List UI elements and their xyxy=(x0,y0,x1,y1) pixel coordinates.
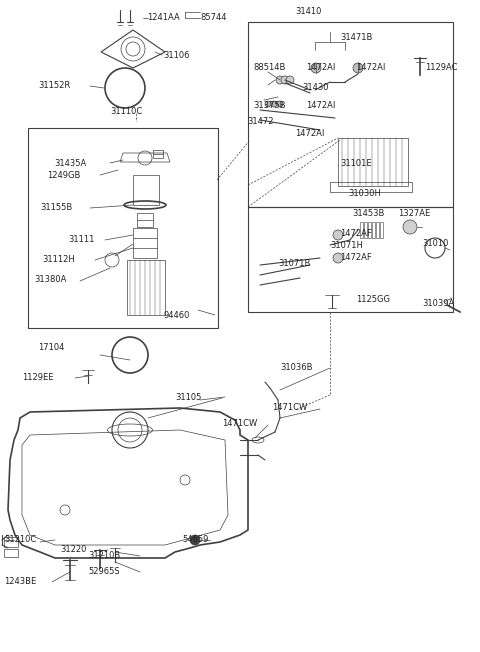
Text: 31453B: 31453B xyxy=(352,209,384,218)
Bar xyxy=(380,222,383,238)
Circle shape xyxy=(286,76,294,84)
Text: 1125GG: 1125GG xyxy=(356,295,390,303)
Text: 88514B: 88514B xyxy=(253,63,286,72)
Text: 31210B: 31210B xyxy=(88,550,120,559)
Text: 31110C: 31110C xyxy=(110,106,142,115)
Text: 31155B: 31155B xyxy=(40,203,72,213)
Circle shape xyxy=(333,230,343,240)
Circle shape xyxy=(311,63,321,73)
Text: 31472: 31472 xyxy=(247,117,274,125)
Text: 1472AI: 1472AI xyxy=(356,63,385,72)
Text: 1249GB: 1249GB xyxy=(47,171,80,179)
Text: 1471CW: 1471CW xyxy=(222,419,257,428)
Bar xyxy=(338,138,408,186)
Bar xyxy=(133,228,157,258)
Text: 85744: 85744 xyxy=(200,14,227,23)
Text: 1327AE: 1327AE xyxy=(398,209,430,218)
Text: 1472AI: 1472AI xyxy=(306,63,336,72)
Text: 1472AF: 1472AF xyxy=(340,252,372,261)
Text: 31380A: 31380A xyxy=(34,276,66,284)
Text: 31112H: 31112H xyxy=(42,256,75,265)
Circle shape xyxy=(403,220,417,234)
Text: 1472AF: 1472AF xyxy=(340,228,372,237)
Text: 31039A: 31039A xyxy=(422,299,454,308)
Text: 1243BE: 1243BE xyxy=(4,578,36,587)
Text: 31220: 31220 xyxy=(60,544,86,554)
Text: 31375B: 31375B xyxy=(253,102,286,110)
Text: 31010: 31010 xyxy=(422,239,448,248)
Text: 31106: 31106 xyxy=(163,52,190,61)
Bar xyxy=(28,128,218,328)
Text: 1472AI: 1472AI xyxy=(306,102,336,110)
Text: 1129EE: 1129EE xyxy=(22,374,53,383)
Circle shape xyxy=(333,253,343,263)
Text: 31430: 31430 xyxy=(302,83,328,93)
Text: 31410: 31410 xyxy=(295,8,322,16)
Bar xyxy=(368,222,371,238)
Bar xyxy=(376,222,379,238)
Text: 1472AI: 1472AI xyxy=(295,128,324,138)
Text: 31210C: 31210C xyxy=(4,535,36,544)
Text: 31105: 31105 xyxy=(175,393,202,402)
Text: 1129AC: 1129AC xyxy=(425,63,457,72)
Text: 31111: 31111 xyxy=(68,235,95,244)
Text: 52965S: 52965S xyxy=(88,567,120,576)
Text: 31036B: 31036B xyxy=(280,364,312,372)
Text: 54659: 54659 xyxy=(182,535,208,544)
Text: 31030H: 31030H xyxy=(348,190,381,198)
Text: 94460: 94460 xyxy=(163,310,190,319)
Text: 31152R: 31152R xyxy=(38,82,70,91)
Bar xyxy=(248,22,453,207)
Text: 1241AA: 1241AA xyxy=(147,14,180,23)
Circle shape xyxy=(271,101,277,107)
Bar xyxy=(360,222,363,238)
Bar xyxy=(137,213,153,227)
Circle shape xyxy=(277,101,283,107)
Bar xyxy=(4,549,18,557)
Bar xyxy=(372,222,375,238)
Circle shape xyxy=(265,101,271,107)
Text: 31071B: 31071B xyxy=(278,259,311,269)
Bar xyxy=(133,175,159,205)
Bar xyxy=(127,260,165,315)
Text: 31435A: 31435A xyxy=(54,158,86,168)
Circle shape xyxy=(353,63,363,73)
Text: 17104: 17104 xyxy=(38,344,64,353)
Bar xyxy=(364,222,367,238)
Circle shape xyxy=(190,535,200,545)
Text: 1471CW: 1471CW xyxy=(272,404,307,413)
Bar xyxy=(153,150,163,158)
Text: 31071H: 31071H xyxy=(330,241,363,250)
Text: 31101E: 31101E xyxy=(340,158,372,168)
Bar xyxy=(248,207,453,312)
Circle shape xyxy=(276,76,284,84)
Circle shape xyxy=(281,76,289,84)
Text: 31471B: 31471B xyxy=(340,33,372,42)
Bar xyxy=(4,537,18,547)
Bar xyxy=(330,182,412,192)
